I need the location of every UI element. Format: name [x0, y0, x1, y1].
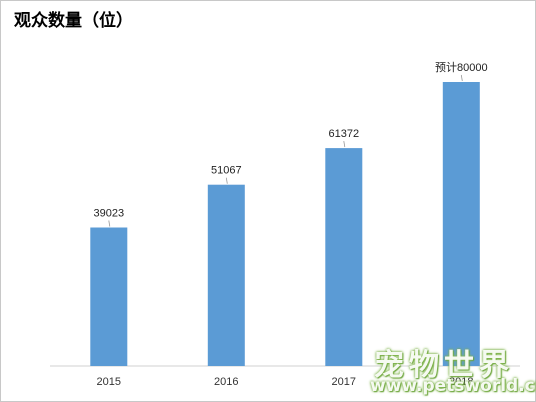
data-label-leader: [225, 177, 228, 184]
bars-group: 39023 2015 51067 2016 61372 2017 预计80000 2018: [90, 61, 488, 388]
data-label-leader: [108, 220, 111, 227]
data-label-2016: 51067: [211, 165, 242, 177]
watermark: 宠物世界 www.petsworld.cn: [360, 338, 536, 402]
data-label-leader: [343, 141, 346, 148]
data-label-leader: [460, 74, 463, 82]
x-tick-label-2015: 2015: [97, 376, 121, 388]
x-tick-label-2018: 2018: [449, 376, 473, 388]
bar-2016: [207, 184, 245, 366]
bar-2018: [442, 82, 480, 366]
x-tick-label-2016: 2016: [214, 376, 238, 388]
bar-2015: [90, 227, 128, 366]
x-tick-label-2017: 2017: [332, 376, 356, 388]
data-label-2015: 39023: [94, 208, 125, 220]
chart-title: 观众数量（位）: [14, 11, 133, 31]
data-label-2017: 61372: [329, 128, 360, 140]
bar-2017: [325, 148, 363, 366]
watermark-text: 宠物世界: [374, 348, 514, 383]
data-label-2018: 预计80000: [435, 61, 488, 74]
watermark-url: www.petsworld.cn: [370, 376, 536, 396]
